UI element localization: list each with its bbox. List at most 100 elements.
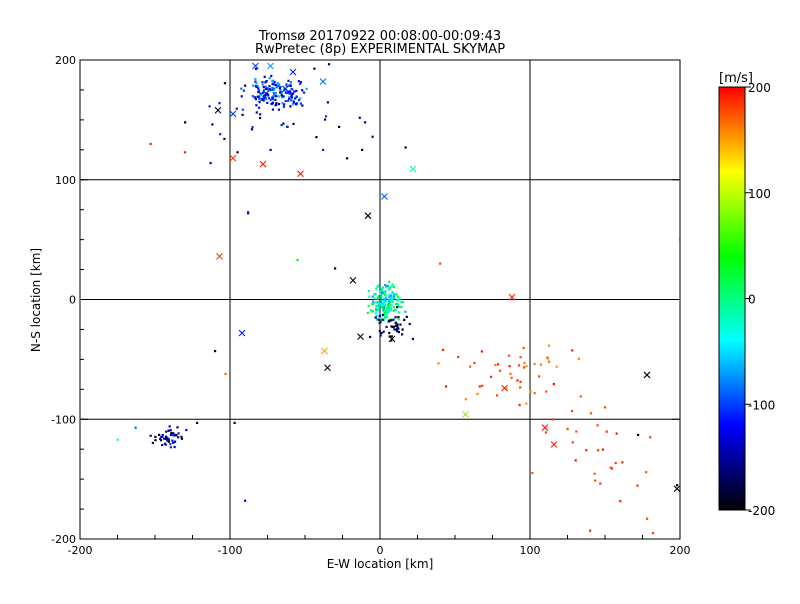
cluster-3-point: [391, 326, 394, 329]
cluster-0-point: [288, 90, 291, 93]
cluster-0-point: [262, 99, 265, 102]
y-tick-label-0: -200: [51, 533, 76, 546]
y-axis-ticks: -200 -100 0 100 200: [51, 54, 680, 546]
cluster-1-point: [254, 67, 258, 71]
cross-marker: [229, 110, 237, 118]
cluster-1-point: [323, 118, 327, 121]
cluster-1-point: [290, 93, 293, 96]
cluster-3-point: [378, 318, 381, 322]
cluster-4-point: [172, 434, 175, 437]
cluster-1-point: [315, 136, 318, 139]
cluster-0-point: [279, 89, 282, 92]
cluster-3-point: [381, 318, 384, 321]
cluster-0-point: [284, 90, 287, 93]
cross-marker: [262, 90, 270, 97]
cluster-2-point: [382, 318, 385, 322]
cluster-1-point: [219, 133, 222, 136]
cluster-2-point: [388, 288, 391, 291]
cluster-0-point: [277, 102, 281, 106]
cluster-0-point: [259, 94, 262, 97]
cluster-0-point: [271, 98, 275, 101]
scatter-point: [134, 426, 137, 429]
cluster-5-point: [571, 349, 574, 352]
cluster-3-point: [396, 323, 399, 326]
cluster-4-point: [158, 433, 161, 436]
cluster-5-point: [552, 382, 555, 386]
cluster-2-point: [379, 319, 382, 322]
cluster-5-point: [525, 365, 528, 368]
cluster-4-point: [166, 439, 169, 442]
cluster-2-point: [392, 306, 395, 309]
cluster-3-point: [382, 330, 385, 333]
cross-marker: [214, 106, 222, 114]
cluster-2-point: [383, 292, 386, 295]
cluster-2-point: [379, 302, 382, 306]
cluster-1-point: [264, 94, 267, 97]
cluster-3-point: [396, 327, 399, 330]
cluster-0-point: [305, 87, 308, 90]
cluster-2-point: [376, 301, 379, 304]
cluster-2-point: [378, 305, 381, 308]
cluster-2-point: [380, 295, 383, 298]
cluster-2-point: [384, 290, 387, 293]
cluster-0-point: [302, 91, 306, 94]
cluster-0-point: [277, 83, 281, 86]
cluster-1-point: [250, 128, 254, 131]
cluster-3-point: [378, 329, 381, 333]
cluster-1-point: [235, 107, 238, 110]
cluster-2-point: [368, 295, 371, 298]
cluster-2-point: [386, 284, 389, 288]
cluster-2-point: [400, 305, 403, 309]
scatter-point: [439, 262, 442, 265]
cluster-0-point: [274, 92, 277, 95]
scatter-point: [247, 211, 250, 214]
scatter-point: [361, 148, 364, 152]
cluster-3-point: [394, 328, 397, 331]
cluster-5-point: [507, 354, 511, 357]
cluster-4-point: [163, 442, 166, 445]
cluster-0-point: [261, 83, 264, 86]
scatter-point: [481, 384, 484, 387]
cluster-1-point: [279, 90, 282, 94]
cluster-0-point: [271, 108, 275, 111]
cluster-0-point: [301, 104, 304, 107]
scatter-point: [116, 438, 119, 441]
cluster-3-point: [380, 332, 383, 335]
cluster-0-point: [299, 97, 302, 100]
cluster-6-point: [594, 479, 597, 482]
cluster-2-point: [380, 304, 383, 307]
cluster-3-point: [385, 325, 388, 329]
cross-marker: [229, 154, 237, 162]
cluster-0-point: [268, 87, 271, 91]
cluster-6-point: [645, 471, 648, 474]
cluster-1-point: [280, 94, 283, 97]
cluster-2-point: [401, 301, 405, 304]
cluster-2-point: [380, 287, 383, 290]
cluster-6-point: [615, 432, 618, 435]
cluster-0-point: [273, 80, 276, 84]
y-tick-label-4: 200: [55, 54, 76, 67]
cluster-0-point: [267, 88, 270, 91]
cluster-2-point: [387, 309, 390, 312]
cluster-2-point: [383, 301, 386, 305]
scatter-point: [566, 427, 569, 431]
cluster-0-point: [287, 91, 290, 94]
cluster-2-point: [389, 300, 392, 303]
cluster-0-point: [265, 87, 268, 91]
cluster-2-point: [371, 302, 375, 306]
cluster-4-point: [170, 433, 173, 437]
grid-lines: [80, 60, 680, 539]
cluster-1-point: [326, 101, 329, 104]
cluster-4-point: [172, 432, 175, 435]
cluster-5-point: [525, 402, 528, 405]
cluster-2-point: [392, 285, 395, 289]
cluster-0-point: [256, 95, 259, 98]
cluster-0-point: [301, 89, 304, 92]
cluster-0-point: [278, 87, 281, 90]
cluster-2-point: [385, 314, 388, 317]
cluster-2-point: [386, 309, 389, 312]
cluster-0-point: [274, 83, 277, 87]
cluster-3-point: [392, 325, 396, 328]
scatter-point: [322, 148, 325, 152]
cluster-1-point: [289, 84, 292, 88]
